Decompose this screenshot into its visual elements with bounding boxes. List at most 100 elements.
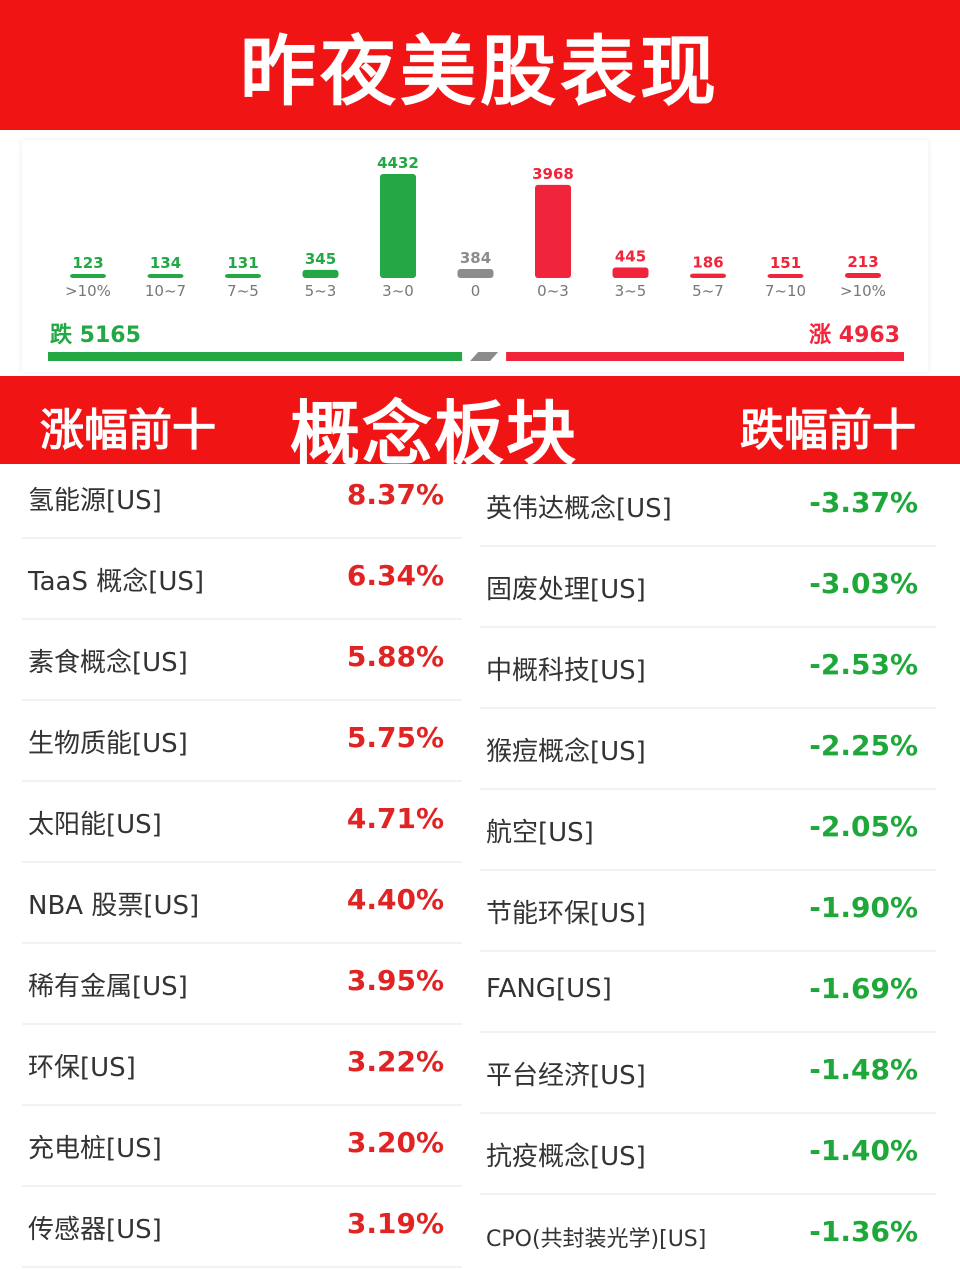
category-tick-label: 3~5 xyxy=(615,282,647,300)
sector-change: 8.37% xyxy=(346,478,444,511)
sector-name: 氢能源[US] xyxy=(28,486,162,516)
sector-name: FANG[US] xyxy=(486,974,612,1004)
category-tick-label: 7~10 xyxy=(765,282,806,300)
sector-change: -1.69% xyxy=(809,972,918,1005)
sector-name: 固废处理[US] xyxy=(486,575,646,605)
category-tick-label: >10% xyxy=(65,282,111,300)
list-item[interactable]: 节能环保[US] -1.90% xyxy=(480,871,936,952)
concept-sector-heading: 概念板块 xyxy=(290,393,578,475)
category-tick-label: 5~3 xyxy=(305,282,337,300)
sector-change: 4.71% xyxy=(346,802,444,835)
bar xyxy=(845,273,881,278)
sector-change: 3.19% xyxy=(346,1207,444,1240)
gainers-list: 氢能源[US] 8.37% TaaS 概念[US] 6.34% 素食概念[US] 5.… xyxy=(22,458,462,1268)
page-title: 昨夜美股表现 xyxy=(240,27,720,116)
bar-value-label: 384 xyxy=(460,249,491,267)
bar-value-label: 345 xyxy=(305,250,336,268)
sector-name: 环保[US] xyxy=(28,1053,136,1083)
sector-change: 6.34% xyxy=(346,559,444,592)
fall-total-label: 跌 5165 xyxy=(50,323,141,348)
bar xyxy=(690,273,726,278)
bar-value-label: 131 xyxy=(227,254,258,272)
sector-change: 5.88% xyxy=(346,640,444,673)
list-item[interactable]: NBA 股票[US] 4.40% xyxy=(22,863,462,944)
sector-change: 3.20% xyxy=(346,1126,444,1159)
category-tick-label: 5~7 xyxy=(692,282,724,300)
list-item[interactable]: 生物质能[US] 5.75% xyxy=(22,701,462,782)
bar xyxy=(612,267,649,278)
bar xyxy=(302,269,339,278)
bar-value-label: 151 xyxy=(770,254,801,272)
sector-change: -3.37% xyxy=(809,486,918,519)
sector-change: 3.22% xyxy=(346,1045,444,1078)
sector-change: -2.05% xyxy=(809,810,918,843)
bar xyxy=(70,274,106,278)
bar xyxy=(380,174,416,278)
bar xyxy=(767,274,804,278)
sector-name: 航空[US] xyxy=(486,818,594,848)
list-item[interactable]: 充电桩[US] 3.20% xyxy=(22,1106,462,1187)
sector-name: 中概科技[US] xyxy=(486,656,646,686)
list-item[interactable]: 抗疫概念[US] -1.40% xyxy=(480,1114,936,1195)
sector-name: TaaS 概念[US] xyxy=(28,567,205,597)
list-item[interactable]: 固废处理[US] -3.03% xyxy=(480,547,936,628)
category-tick-label: 0 xyxy=(471,282,481,300)
bar-value-label: 213 xyxy=(847,253,878,271)
sector-name: 素食概念[US] xyxy=(28,648,188,678)
list-item[interactable]: 平台经济[US] -1.48% xyxy=(480,1033,936,1114)
list-item[interactable]: 中概科技[US] -2.53% xyxy=(480,628,936,709)
sector-change: -1.40% xyxy=(809,1134,918,1167)
list-item[interactable]: 太阳能[US] 4.71% xyxy=(22,782,462,863)
category-tick-label: 3~0 xyxy=(382,282,414,300)
sector-change: -2.53% xyxy=(809,648,918,681)
sector-change: 5.75% xyxy=(346,721,444,754)
list-item[interactable]: FANG[US] -1.69% xyxy=(480,952,936,1033)
sector-name: 生物质能[US] xyxy=(28,729,188,759)
fall-ratio-bar xyxy=(48,352,463,361)
section-banner: 涨幅前十 概念板块 跌幅前十 xyxy=(0,376,960,475)
list-item[interactable]: 航空[US] -2.05% xyxy=(480,790,936,871)
sector-name: CPO(共封装光学)[US] xyxy=(486,1227,707,1252)
category-tick-label: 7~5 xyxy=(227,282,259,300)
list-item[interactable]: 氢能源[US] 8.37% xyxy=(22,458,462,539)
sector-change: 3.95% xyxy=(346,964,444,997)
rise-ratio-bar xyxy=(506,352,904,361)
sector-name: 猴痘概念[US] xyxy=(486,737,646,767)
category-tick-label: 0~3 xyxy=(537,282,569,300)
sector-name: 太阳能[US] xyxy=(28,810,162,840)
sector-name: 平台经济[US] xyxy=(486,1061,646,1091)
bar xyxy=(457,268,494,278)
sector-name: 节能环保[US] xyxy=(486,899,646,929)
sector-name: 抗疫概念[US] xyxy=(486,1142,646,1172)
rise-total-label: 涨 4963 xyxy=(809,323,900,348)
category-tick-label: >10% xyxy=(840,282,886,300)
list-item[interactable]: 环保[US] 3.22% xyxy=(22,1025,462,1106)
bar xyxy=(535,184,571,278)
bar-value-label: 3968 xyxy=(532,165,574,183)
bar-value-label: 445 xyxy=(615,248,646,266)
distribution-chart: 123 >10% 134 10~7 131 7~5 345 5~3 4432 3~0 384 0 396… xyxy=(48,154,904,361)
losers-heading: 跌幅前十 xyxy=(740,405,916,456)
list-item[interactable]: 素食概念[US] 5.88% xyxy=(22,620,462,701)
list-item[interactable]: 传感器[US] 3.19% xyxy=(22,1187,462,1268)
list-item[interactable]: TaaS 概念[US] 6.34% xyxy=(22,539,462,620)
bar xyxy=(147,274,184,278)
sector-change: -1.48% xyxy=(809,1053,918,1086)
bar-value-label: 134 xyxy=(150,254,181,272)
sector-name: 英伟达概念[US] xyxy=(486,494,672,524)
sector-name: 稀有金属[US] xyxy=(28,972,188,1002)
sector-change: -1.90% xyxy=(809,891,918,924)
category-tick-label: 10~7 xyxy=(145,282,186,300)
list-item[interactable]: CPO(共封装光学)[US] -1.36% xyxy=(480,1195,936,1270)
sector-change: 4.40% xyxy=(346,883,444,916)
list-item[interactable]: 英伟达概念[US] -3.37% xyxy=(480,466,936,547)
list-item[interactable]: 稀有金属[US] 3.95% xyxy=(22,944,462,1025)
bar-value-label: 186 xyxy=(692,254,723,272)
bar xyxy=(225,274,261,278)
title-banner: 昨夜美股表现 xyxy=(0,0,960,130)
list-item[interactable]: 猴痘概念[US] -2.25% xyxy=(480,709,936,790)
losers-list: 英伟达概念[US] -3.37% 固废处理[US] -3.03% 中概科技[US] -… xyxy=(480,466,936,1270)
distribution-chart-card: 123 >10% 134 10~7 131 7~5 345 5~3 4432 3~0 384 0 396… xyxy=(22,140,928,372)
sector-name: 传感器[US] xyxy=(28,1215,162,1245)
sector-name: NBA 股票[US] xyxy=(28,891,200,921)
